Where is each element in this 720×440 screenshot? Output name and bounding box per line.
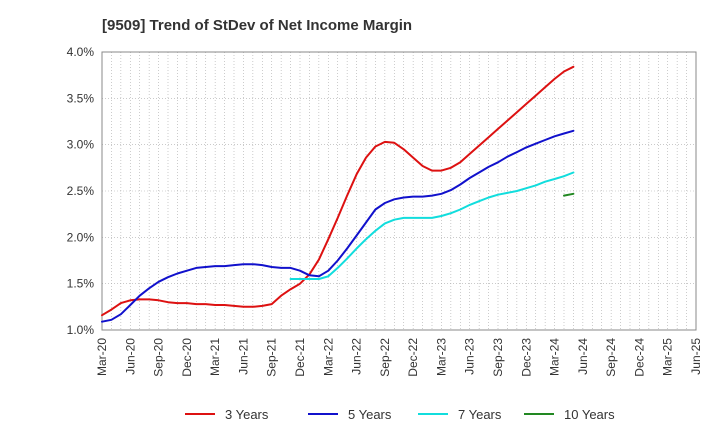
series-line-3 [289,171,575,280]
legend-label: 3 Years [225,407,269,422]
legend: 3 Years 5 Years 7 Years 10 Years [185,407,615,422]
grid [102,52,696,330]
plot-area-frame [101,51,697,331]
x-tick-label: Jun-21 [236,338,250,375]
y-tick-label: 1.0% [67,323,95,337]
x-tick-label: Jun-20 [123,338,137,375]
legend-label: 5 Years [348,407,392,422]
x-tick-label: Mar-21 [208,338,222,376]
x-tick-label: Jun-23 [463,338,477,375]
x-tick-label: Jun-22 [350,338,364,375]
x-tick-label: Mar-25 [661,338,675,376]
legend-label: 10 Years [564,407,615,422]
series-line-4 [563,192,575,197]
legend-label: 7 Years [458,407,502,422]
x-tick-label: Dec-23 [519,338,533,377]
chart-title: [9509] Trend of StDev of Net Income Marg… [102,17,412,34]
x-tick-label: Dec-24 [632,338,646,377]
x-tick-label: Mar-22 [321,338,335,376]
series-line-2 [101,129,575,323]
x-tick-label: Mar-24 [548,338,562,376]
y-tick-label: 3.0% [67,138,95,152]
y-tick-label: 4.0% [67,45,95,59]
series-lines [101,65,575,323]
x-tick-label: Sep-20 [152,338,166,377]
x-tick-label: Sep-22 [378,338,392,377]
y-tick-label: 2.0% [67,230,95,244]
x-tick-label: Mar-23 [434,338,448,376]
y-tick-label: 1.5% [67,277,95,291]
x-tick-label: Dec-20 [180,338,194,377]
x-axis-ticks: Mar-20 Jun-20 Sep-20 Dec-20 Mar-21 Jun-21 Sep-… [95,338,703,377]
y-tick-label: 2.5% [67,184,95,198]
y-tick-label: 3.5% [67,91,95,105]
x-tick-label: Jun-25 [689,338,703,375]
x-tick-label: Dec-21 [293,338,307,377]
y-axis-ticks: 1.0% 1.5% 2.0% 2.5% 3.0% 3.5% 4.0% [67,45,95,337]
x-tick-label: Sep-23 [491,338,505,377]
x-tick-label: Jun-24 [576,338,590,375]
x-tick-label: Mar-20 [95,338,109,376]
x-tick-label: Sep-24 [604,338,618,377]
series-line-1 [101,65,575,317]
x-tick-label: Sep-21 [265,338,279,377]
x-tick-label: Dec-22 [406,338,420,377]
